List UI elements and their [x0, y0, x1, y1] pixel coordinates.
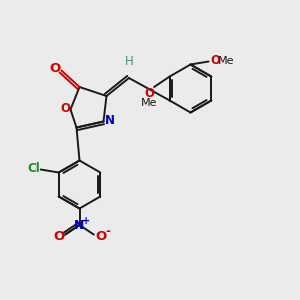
Text: O: O [210, 54, 220, 67]
Text: -: - [106, 225, 111, 238]
Text: N: N [105, 114, 115, 127]
Text: N: N [74, 219, 85, 232]
Text: O: O [95, 230, 106, 243]
Text: Me: Me [141, 98, 157, 109]
Text: O: O [144, 87, 154, 100]
Text: Cl: Cl [28, 161, 40, 175]
Text: O: O [53, 230, 64, 243]
Text: Me: Me [218, 56, 234, 66]
Text: H: H [124, 55, 134, 68]
Text: O: O [60, 102, 70, 115]
Text: O: O [49, 61, 61, 75]
Text: +: + [82, 215, 90, 226]
